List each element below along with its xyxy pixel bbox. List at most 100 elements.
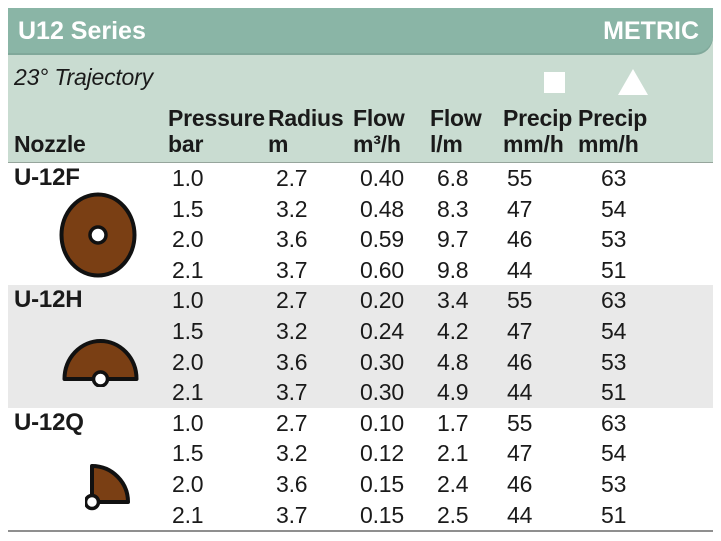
table-cell-radius: 3.6 — [276, 470, 308, 497]
half-circle-icon — [62, 339, 139, 389]
column-header-line1: Flow — [430, 105, 482, 131]
table-cell-flow-lm: 4.2 — [437, 317, 469, 344]
table-bottom-rule — [8, 530, 713, 533]
column-header-nozzle: Nozzle — [8, 105, 160, 157]
column-header-line1: Flow — [353, 105, 405, 131]
table-cell-pressure: 1.5 — [172, 440, 204, 467]
table-cell-radius: 2.7 — [276, 409, 308, 436]
table-cell-pressure: 2.1 — [172, 501, 204, 528]
table-cell-radius: 3.2 — [276, 440, 308, 467]
table-cell-radius: 3.7 — [276, 501, 308, 528]
table-cell-precip-triangle: 63 — [601, 409, 627, 436]
table-cell-flow-m3h: 0.30 — [360, 348, 404, 375]
column-header-precip-triangle: Precip mm/h — [576, 69, 713, 157]
table-cell-flow-m3h: 0.48 — [360, 195, 404, 222]
table-cell-flow-m3h: 0.10 — [360, 409, 404, 436]
datasheet-content: U12 Series METRIC 23° Trajectory Nozzle P… — [8, 8, 713, 533]
column-header-line1: Precip — [503, 105, 573, 131]
table-cell-flow-lm: 9.7 — [437, 226, 469, 253]
column-header-line1: Precip — [578, 105, 648, 131]
table-cell-flow-m3h: 0.24 — [360, 317, 404, 344]
column-header-line2: mm/h — [503, 131, 564, 157]
table-cell-precip-triangle: 53 — [601, 348, 627, 375]
table-cell-pressure: 2.0 — [172, 348, 204, 375]
table-cell-radius: 2.7 — [276, 287, 308, 314]
nozzle-cell: U-12H — [8, 285, 160, 407]
table-cell-precip-square: 46 — [507, 226, 533, 253]
column-header-line2: m³/h — [353, 131, 401, 157]
table-cell-pressure: 1.5 — [172, 317, 204, 344]
table-cell-flow-lm: 4.8 — [437, 348, 469, 375]
table-cell-pressure: 2.0 — [172, 470, 204, 497]
column-header-line2: mm/h — [578, 131, 639, 157]
table-cell-precip-triangle: 54 — [601, 317, 627, 344]
table-cell-precip-square: 46 — [507, 470, 533, 497]
column-headers: Nozzle Pressure bar Radius m Flow m³/h Flow l/m P… — [8, 69, 713, 162]
table-cell-flow-lm: 2.1 — [437, 440, 469, 467]
table-cell-flow-m3h: 0.20 — [360, 287, 404, 314]
table-cell-precip-square: 44 — [507, 256, 533, 283]
table-cell-precip-square: 44 — [507, 379, 533, 406]
table-cell-precip-square: 55 — [507, 287, 533, 314]
table-cell-flow-lm: 9.8 — [437, 256, 469, 283]
table-cell-precip-triangle: 63 — [601, 287, 627, 314]
table-header-block: U12 Series METRIC 23° Trajectory Nozzle P… — [8, 8, 713, 163]
column-header-line2: bar — [168, 131, 204, 157]
table-cell-precip-square: 55 — [507, 409, 533, 436]
table-cell-precip-square: 47 — [507, 440, 533, 467]
table-cell-precip-triangle: 51 — [601, 379, 627, 406]
nozzle-group-u-12h: U-12H 1.0 2.7 0.20 3.4 55 63 1.5 3.2 0.24 4.2 47 54 2… — [8, 285, 713, 408]
table-cell-flow-m3h: 0.12 — [360, 440, 404, 467]
column-header-line2: Nozzle — [14, 131, 86, 157]
table-cell-flow-m3h: 0.40 — [360, 165, 404, 191]
triangle-icon — [618, 69, 648, 95]
nozzle-table-body: U-12F 1.0 2.7 0.40 6.8 55 63 1.5 3.2 0.48 8.3 47 54 2… — [8, 163, 713, 530]
table-cell-flow-m3h: 0.30 — [360, 379, 404, 406]
quarter-circle-icon — [83, 459, 133, 511]
nozzle-name: U-12H — [14, 286, 83, 314]
nozzle-cell: U-12Q — [8, 408, 160, 530]
table-cell-precip-square: 55 — [507, 165, 533, 191]
table-cell-flow-lm: 8.3 — [437, 195, 469, 222]
table-cell-precip-square: 47 — [507, 195, 533, 222]
table-cell-precip-square: 44 — [507, 501, 533, 528]
column-header-radius: Radius m — [260, 105, 346, 157]
table-cell-pressure: 2.1 — [172, 379, 204, 406]
nozzle-name: U-12F — [14, 164, 80, 191]
table-cell-radius: 3.6 — [276, 226, 308, 253]
table-cell-precip-triangle: 51 — [601, 501, 627, 528]
table-cell-pressure: 2.0 — [172, 226, 204, 253]
table-cell-radius: 3.6 — [276, 348, 308, 375]
column-header-flow-m3h: Flow m³/h — [346, 105, 426, 157]
nozzle-group-u-12q: U-12Q 1.0 2.7 0.10 1.7 55 63 1.5 3.2 0.12 2.1 47 54 2… — [8, 408, 713, 530]
nozzle-cell: U-12F — [8, 163, 160, 285]
nozzle-group-u-12f: U-12F 1.0 2.7 0.40 6.8 55 63 1.5 3.2 0.48 8.3 47 54 2… — [8, 163, 713, 285]
table-cell-precip-square: 47 — [507, 317, 533, 344]
table-cell-flow-lm: 3.4 — [437, 287, 469, 314]
column-header-line2: m — [268, 131, 289, 157]
table-cell-flow-lm: 2.5 — [437, 501, 469, 528]
square-icon — [544, 72, 565, 93]
table-cell-precip-triangle: 54 — [601, 440, 627, 467]
table-cell-flow-lm: 6.8 — [437, 165, 469, 191]
table-cell-precip-triangle: 54 — [601, 195, 627, 222]
table-cell-pressure: 1.5 — [172, 195, 204, 222]
table-cell-radius: 3.2 — [276, 195, 308, 222]
units-badge: METRIC — [603, 17, 699, 45]
series-title-bar: U12 Series METRIC — [8, 8, 713, 55]
table-cell-radius: 3.7 — [276, 256, 308, 283]
table-cell-precip-triangle: 53 — [601, 470, 627, 497]
table-cell-precip-triangle: 53 — [601, 226, 627, 253]
series-title: U12 Series — [18, 17, 146, 45]
trajectory-label: 23° Trajectory — [14, 64, 153, 90]
table-cell-flow-m3h: 0.59 — [360, 226, 404, 253]
table-cell-pressure: 1.0 — [172, 165, 204, 191]
table-cell-precip-triangle: 63 — [601, 165, 627, 191]
table-cell-pressure: 1.0 — [172, 287, 204, 314]
column-header-line1: Radius — [268, 105, 344, 131]
table-cell-flow-lm: 4.9 — [437, 379, 469, 406]
table-cell-flow-lm: 2.4 — [437, 470, 469, 497]
table-cell-radius: 3.2 — [276, 317, 308, 344]
column-header-section: 23° Trajectory Nozzle Pressure bar Radius m F… — [8, 55, 713, 163]
